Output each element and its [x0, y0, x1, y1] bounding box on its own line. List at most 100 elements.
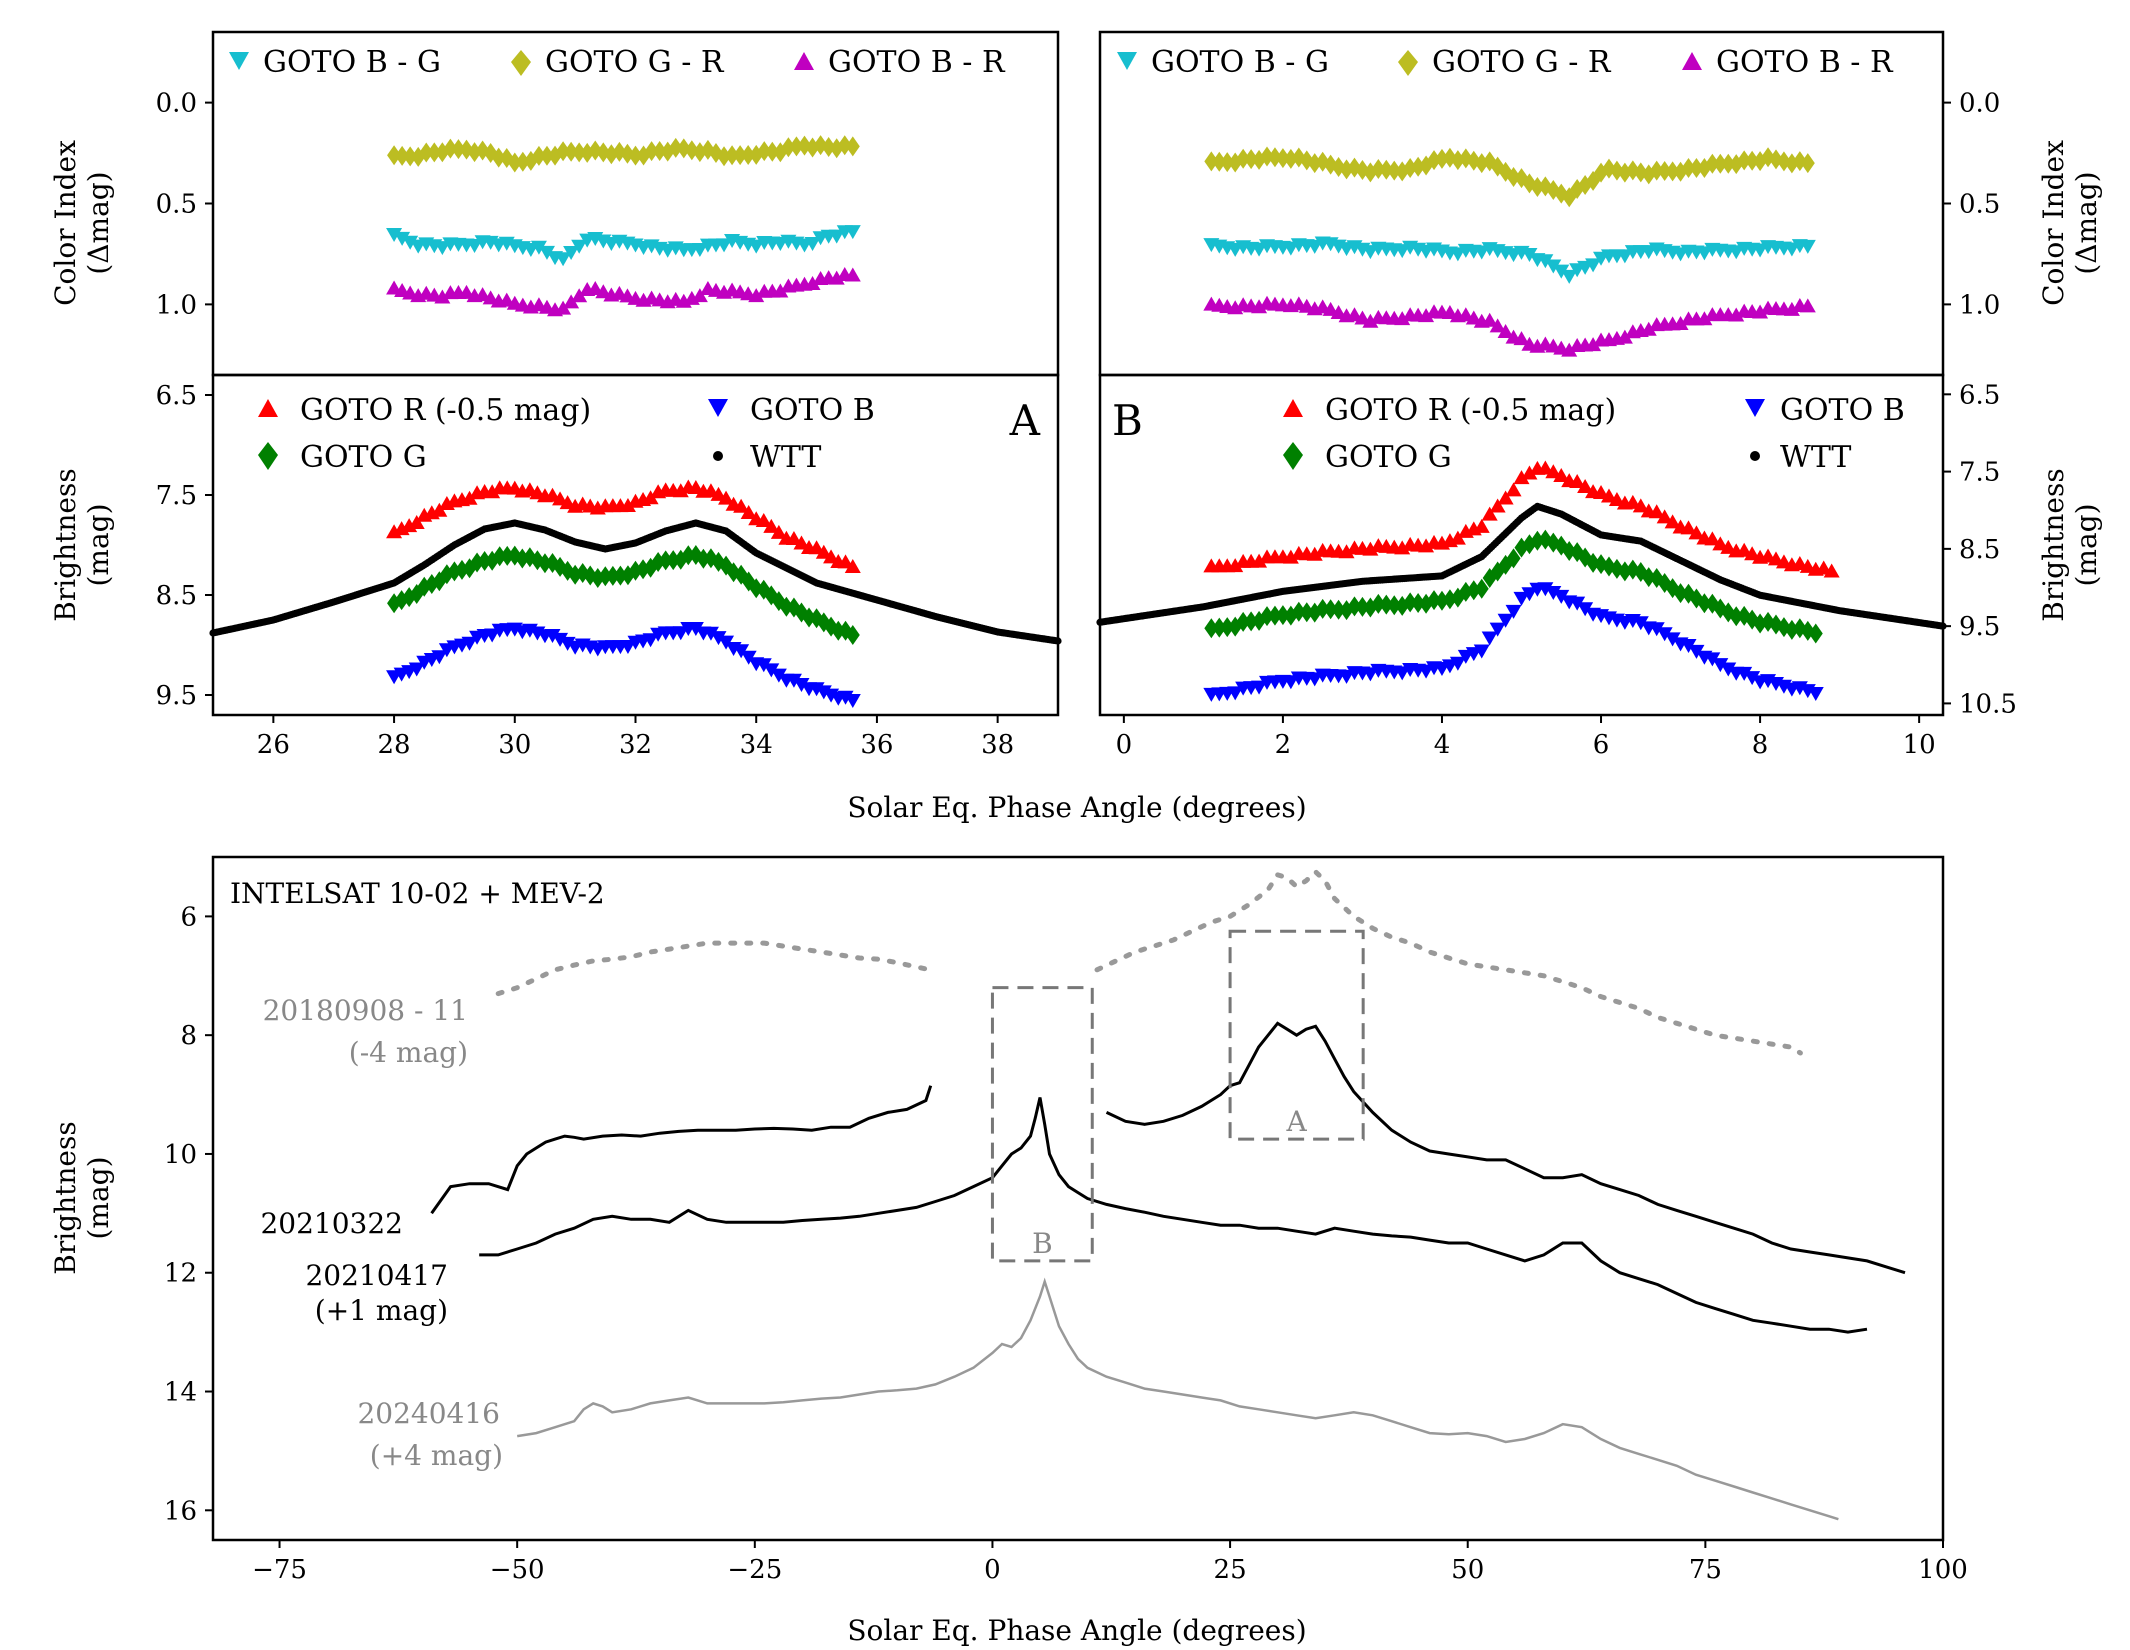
- data-point: [530, 240, 547, 255]
- legend-label: WTT: [1780, 440, 1851, 475]
- legend-label: GOTO B - R: [1716, 45, 1894, 80]
- y-axis-label: Color Index: [2037, 140, 2070, 306]
- data-point: [789, 136, 804, 157]
- series-label-offset: (+4 mag): [370, 1439, 503, 1472]
- data-point: [1656, 509, 1673, 524]
- series-line: [517, 1277, 1839, 1521]
- x-tick-label: 75: [1689, 1555, 1722, 1585]
- data-point: [844, 559, 861, 573]
- legend-label: GOTO B - R: [828, 45, 1006, 80]
- series-wtt: [209, 519, 1062, 645]
- data-point: [733, 145, 748, 166]
- data-point: [1752, 304, 1769, 319]
- data-point: [1260, 606, 1275, 627]
- data-point: [717, 146, 732, 167]
- data-point: [804, 275, 821, 290]
- data-point: [1054, 637, 1062, 645]
- y-axis-label: Brightness: [2037, 468, 2070, 621]
- data-point: [387, 145, 402, 166]
- data-point: [785, 531, 802, 546]
- series-line: [495, 940, 938, 997]
- data-point: [804, 236, 821, 251]
- data-point: [1545, 464, 1562, 479]
- series-label: 20210322: [260, 1207, 403, 1240]
- data-point: [1680, 639, 1697, 654]
- data-point: [1530, 530, 1545, 551]
- data-point: [1521, 465, 1538, 480]
- x-tick-label: 2: [1275, 730, 1292, 760]
- data-point: [434, 289, 451, 304]
- data-point: [1745, 150, 1760, 171]
- data-point: [1577, 602, 1594, 617]
- data-point: [1672, 315, 1689, 330]
- series-wtt: [1096, 502, 1947, 630]
- data-point: [1704, 652, 1721, 667]
- data-point: [1403, 592, 1418, 613]
- series-label: 20180908 - 11: [263, 994, 468, 1027]
- data-point: [1737, 150, 1752, 171]
- data-point: [1729, 606, 1744, 627]
- legend-label: GOTO G - R: [545, 45, 725, 80]
- data-point: [1220, 152, 1235, 173]
- data-point: [539, 145, 554, 166]
- legend-marker-diamond: [1398, 50, 1418, 76]
- data-point: [1585, 337, 1602, 352]
- data-point: [1720, 662, 1737, 677]
- data-point: [1521, 587, 1538, 602]
- data-point: [837, 135, 852, 156]
- data-point: [1721, 153, 1736, 174]
- x-tick-label: 36: [860, 730, 893, 760]
- legend-mid-a: GOTO R (-0.5 mag) GOTO B GOTO G WTT: [258, 393, 875, 475]
- x-tick-label: −50: [490, 1555, 545, 1585]
- zoom-box: [1228, 929, 1365, 1141]
- data-point: [1939, 622, 1947, 630]
- y-tick-label: 14: [164, 1378, 197, 1408]
- x-tick-label: 32: [619, 730, 652, 760]
- data-point: [642, 490, 659, 505]
- data-point: [733, 498, 750, 513]
- series-goto-b: [386, 622, 861, 708]
- data-point: [1697, 593, 1712, 614]
- data-point: [500, 545, 515, 566]
- data-point: [1688, 525, 1705, 540]
- legend-marker-tri-down: [1117, 52, 1137, 70]
- data-point: [1323, 599, 1338, 620]
- data-point: [1664, 514, 1681, 529]
- series-20180908-11: [495, 868, 1803, 1056]
- legend-marker-dot: [713, 451, 723, 461]
- x-tick-label: 4: [1434, 730, 1451, 760]
- data-point: [1521, 247, 1538, 262]
- data-point: [492, 546, 507, 567]
- series-goto-g: [387, 545, 860, 645]
- data-point: [427, 142, 442, 163]
- data-point: [531, 145, 546, 166]
- x-tick-label: 0: [984, 1555, 1001, 1585]
- y-tick-label: 6.5: [156, 381, 197, 411]
- data-point: [1783, 301, 1800, 316]
- data-point: [571, 288, 588, 303]
- data-point: [443, 138, 458, 159]
- data-point: [1282, 675, 1299, 690]
- zoom-box-label: A: [1286, 1105, 1308, 1138]
- data-point: [1513, 331, 1530, 346]
- data-point: [537, 553, 552, 574]
- data-point: [419, 142, 434, 163]
- data-point: [1338, 669, 1355, 684]
- panel-bottom: −75 −50 −25 0 25 50 75 100 6 8 10 12 14 16 A B INTELSA…: [49, 855, 1968, 1647]
- data-point: [1306, 672, 1323, 687]
- data-point: [605, 565, 620, 586]
- data-point: [1481, 312, 1498, 327]
- data-point: [1561, 342, 1578, 357]
- data-point: [1569, 596, 1586, 611]
- data-point: [1689, 157, 1704, 178]
- data-point: [763, 663, 780, 678]
- data-point: [691, 288, 708, 303]
- data-point: [666, 550, 681, 571]
- x-tick-label: 0: [1116, 730, 1133, 760]
- series-line: [1105, 1021, 1906, 1275]
- data-point: [1418, 308, 1435, 323]
- y-tick-label: 9.5: [1959, 612, 2000, 642]
- data-point: [844, 267, 861, 282]
- data-point: [1562, 540, 1577, 561]
